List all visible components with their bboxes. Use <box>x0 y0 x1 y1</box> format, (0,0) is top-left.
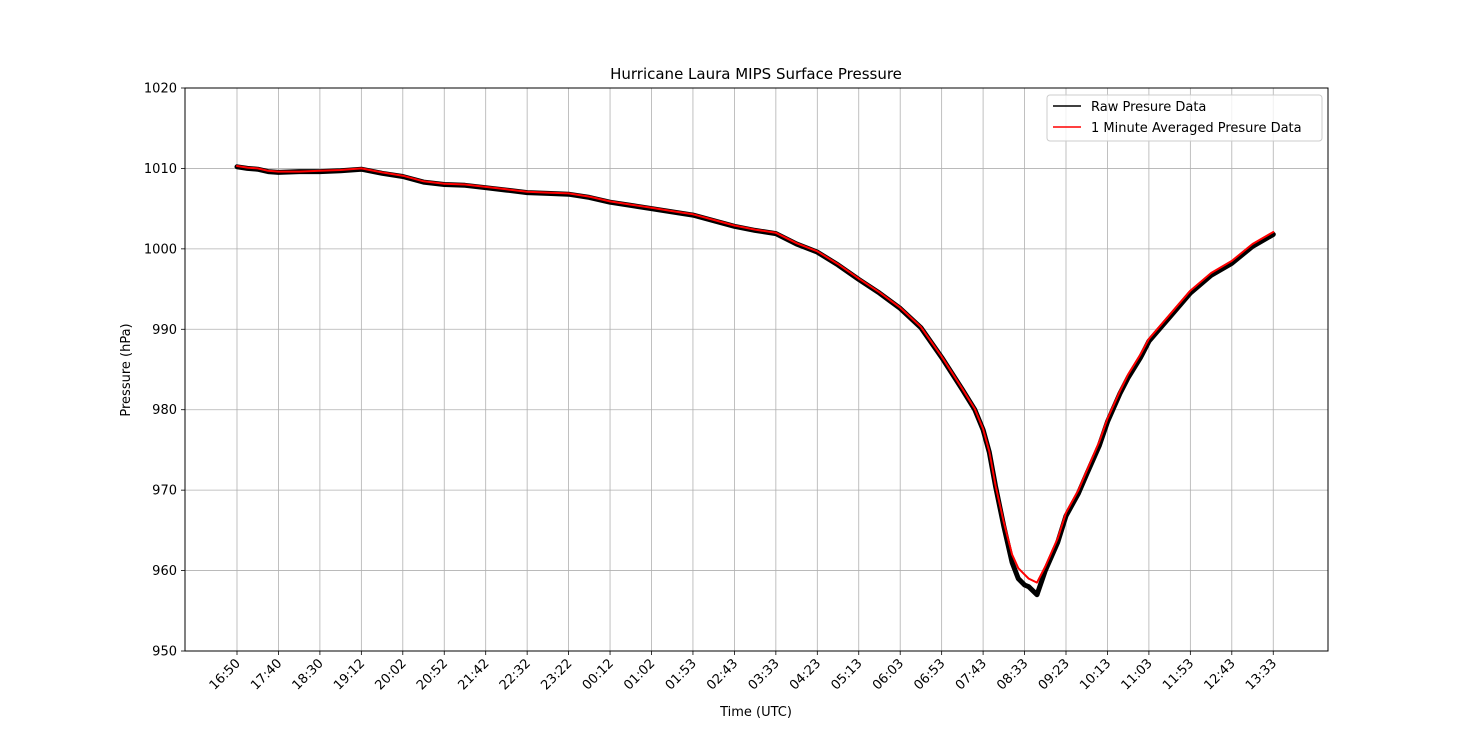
legend: Raw Presure Data 1 Minute Averaged Presu… <box>1046 94 1323 142</box>
chart-title: Hurricane Laura MIPS Surface Pressure <box>610 65 902 83</box>
series-layer <box>234 164 1276 598</box>
series-line-averaged <box>236 165 1275 584</box>
y-tick-label: 980 <box>152 403 177 418</box>
y-tick-label: 970 <box>152 484 177 499</box>
legend-box <box>1046 94 1323 142</box>
y-tick-label: 950 <box>152 645 177 660</box>
y-tick-label: 990 <box>152 323 177 338</box>
legend-label-averaged: 1 Minute Averaged Presure Data <box>1091 121 1302 136</box>
y-axis-label: Pressure (hPa) <box>119 323 134 416</box>
y-axis: 950 960 970 980 990 1000 1010 1020 <box>144 82 185 660</box>
y-tick-label: 1010 <box>144 162 177 177</box>
y-tick-label: 960 <box>152 564 177 579</box>
plot-frame <box>184 87 1329 652</box>
legend-label-raw: Raw Presure Data <box>1091 100 1206 115</box>
y-tick-label: 1020 <box>144 82 177 97</box>
x-axis-label: Time (UTC) <box>719 705 792 720</box>
y-tick-label: 1000 <box>144 242 177 257</box>
